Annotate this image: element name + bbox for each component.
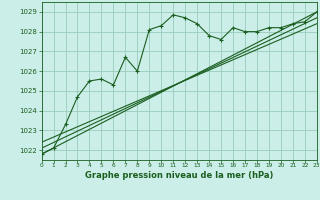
X-axis label: Graphe pression niveau de la mer (hPa): Graphe pression niveau de la mer (hPa) bbox=[85, 171, 273, 180]
